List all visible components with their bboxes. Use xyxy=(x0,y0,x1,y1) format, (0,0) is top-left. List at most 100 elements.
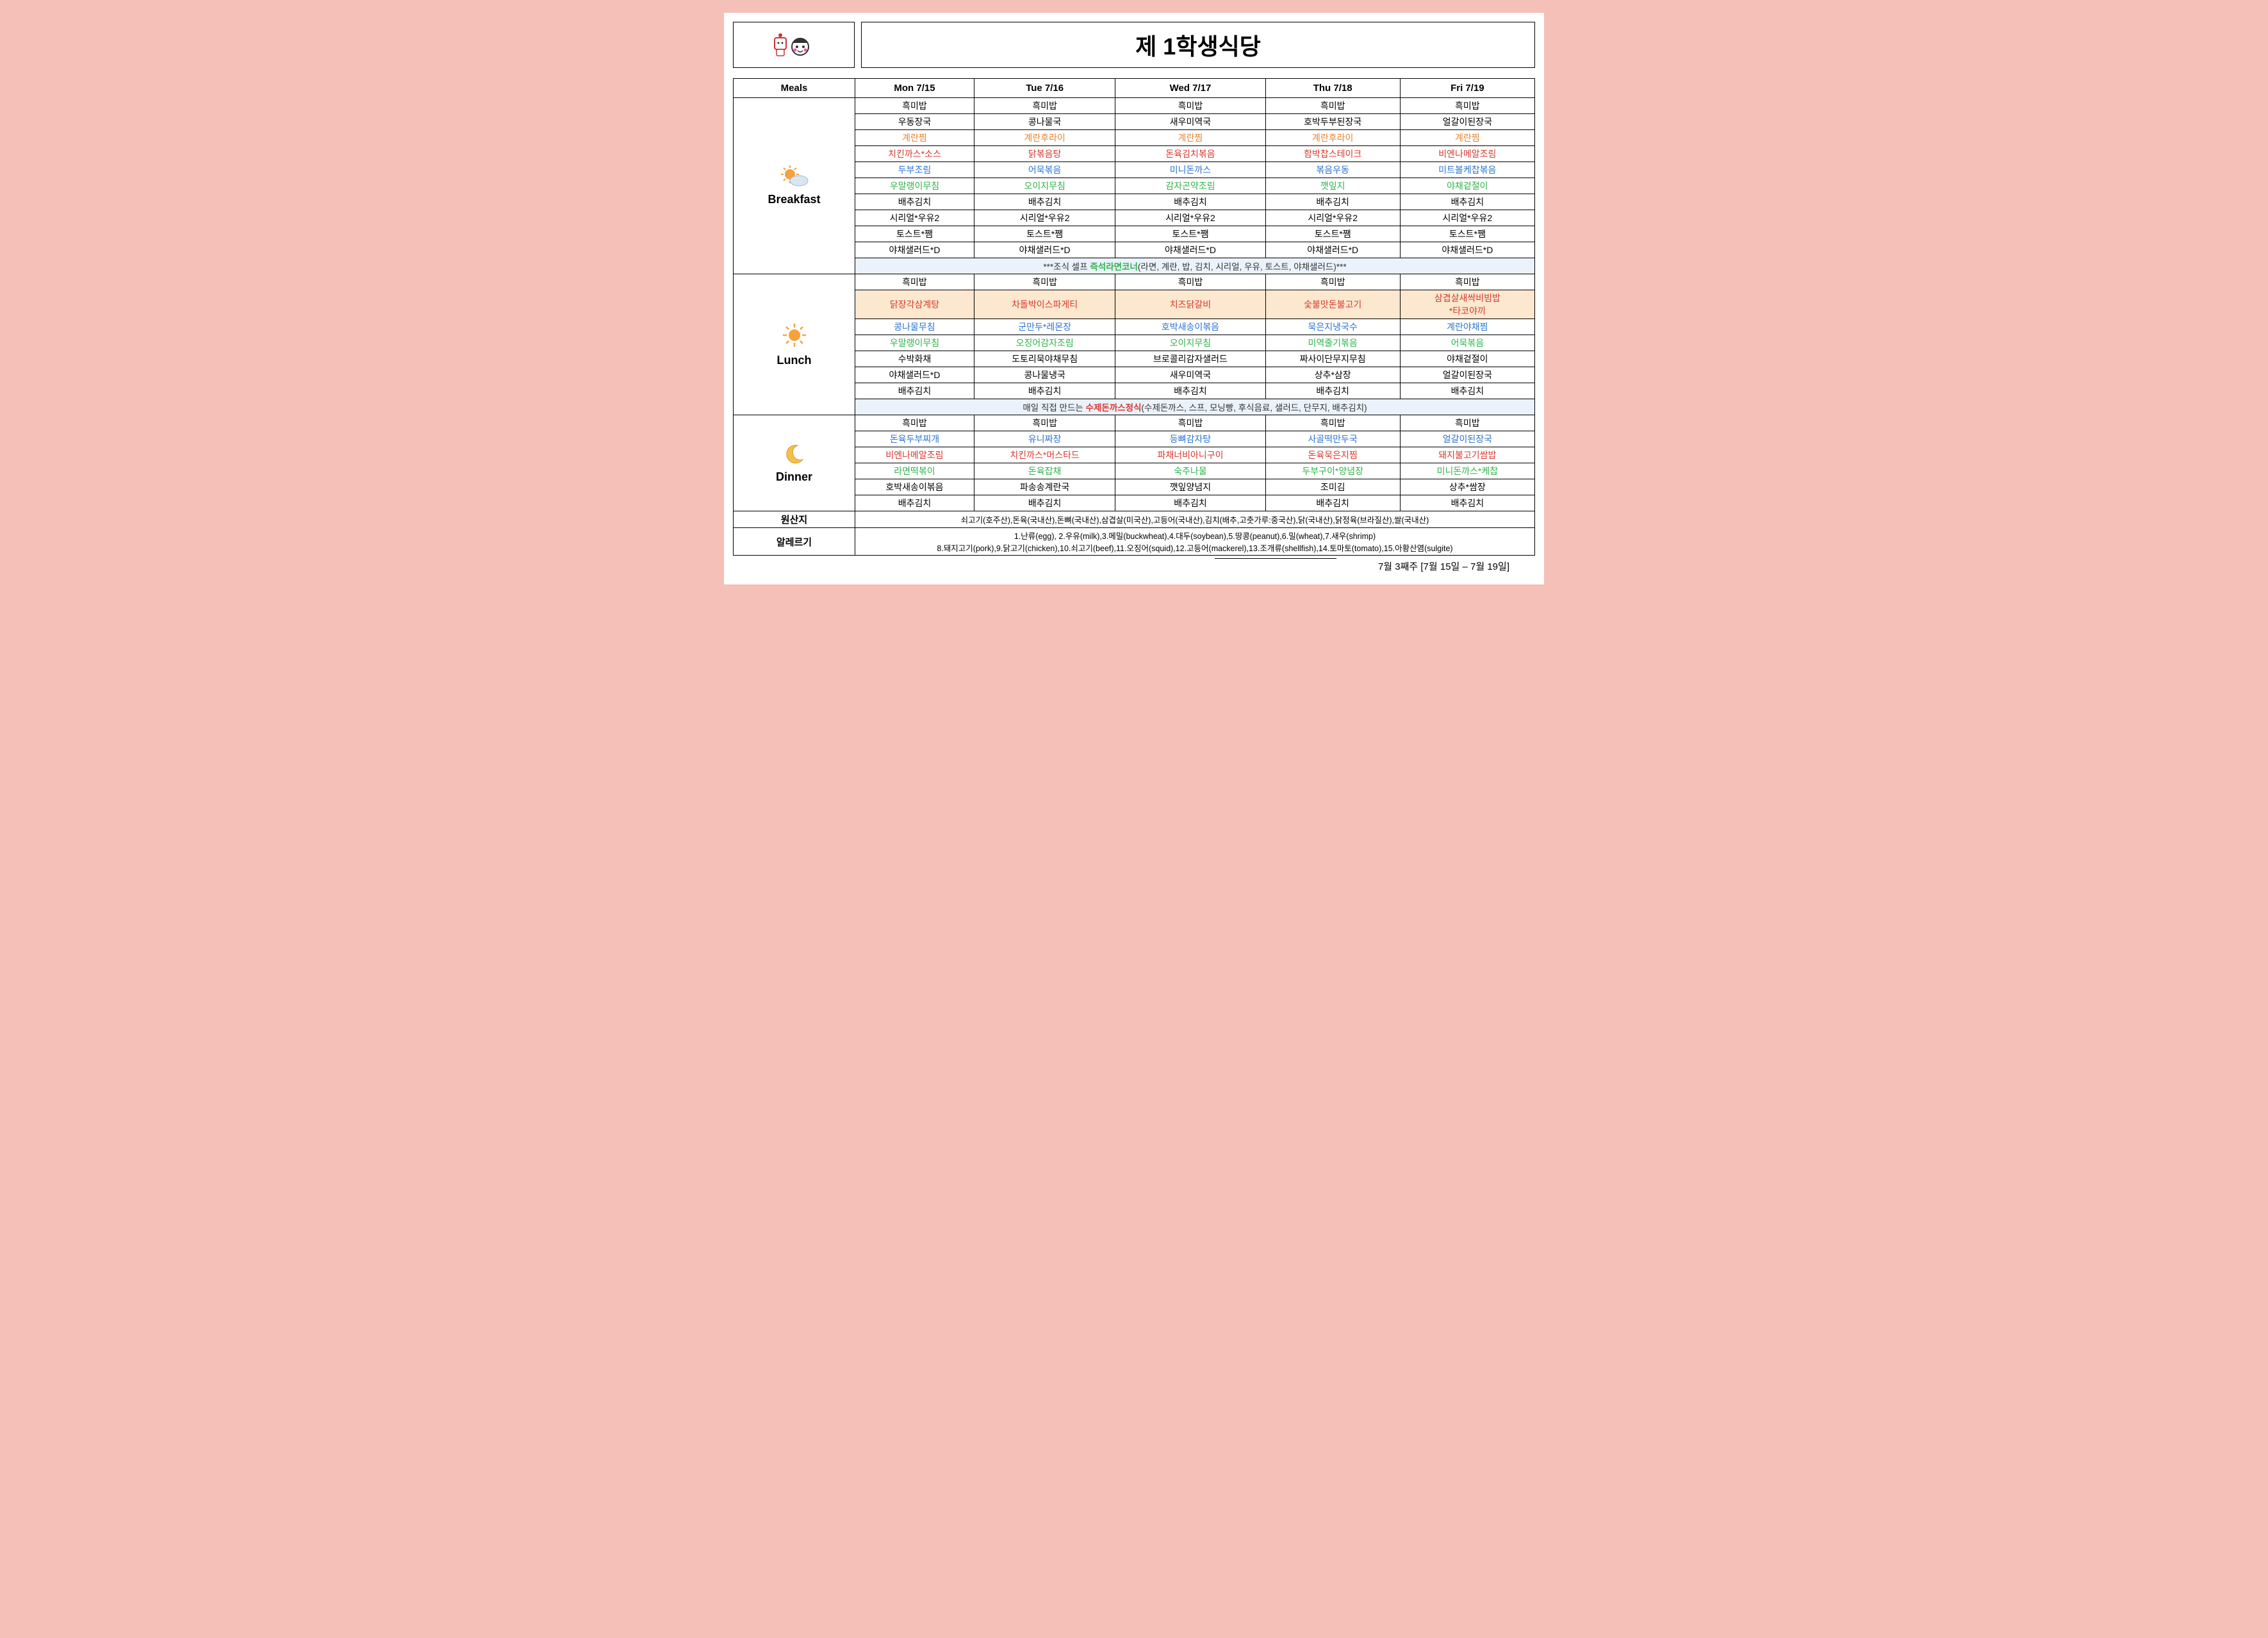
menu-item: 얼갈이된장국 xyxy=(1400,114,1534,130)
menu-item: 감자곤약조림 xyxy=(1115,178,1265,194)
menu-item: 두부조림 xyxy=(855,162,974,178)
menu-item: 토스트*쨈 xyxy=(1400,226,1534,242)
menu-item: 도토리묵야채무침 xyxy=(974,351,1115,367)
menu-item: 시리얼*우유2 xyxy=(1400,210,1534,226)
meal-note: 매일 직접 만드는 수제돈까스정식(수제돈까스, 스프, 모닝빵, 후식음료, … xyxy=(855,399,1535,415)
menu-item: 배추김치 xyxy=(1265,194,1400,210)
page: 제 1학생식당 Meals Mon 7/15 Tue 7/16 Wed 7/17… xyxy=(724,13,1544,584)
menu-item: 흑미밥 xyxy=(974,98,1115,114)
menu-item: 시리얼*우유2 xyxy=(855,210,974,226)
menu-item: 미역줄기볶음 xyxy=(1265,335,1400,351)
menu-item: 계란후라이 xyxy=(1265,130,1400,146)
menu-item: 토스트*쨈 xyxy=(855,226,974,242)
sun-icon xyxy=(736,322,852,351)
menu-item: 콩나물무침 xyxy=(855,319,974,335)
menu-row: Breakfast흑미밥흑미밥흑미밥흑미밥흑미밥 xyxy=(734,98,1535,114)
menu-item: 우말랭이무침 xyxy=(855,178,974,194)
menu-item: 두부구이*양념장 xyxy=(1265,463,1400,479)
origin-row: 원산지 쇠고기(호주산),돈육(국내산),돈뼈(국내산),삼겹살(미국산),고등… xyxy=(734,511,1535,528)
menu-item: 야채겉절이 xyxy=(1400,351,1534,367)
menu-item: 야채샐러드*D xyxy=(855,242,974,258)
col-tue: Tue 7/16 xyxy=(974,79,1115,98)
menu-item: 콩나물냉국 xyxy=(974,367,1115,383)
menu-item: 배추김치 xyxy=(974,194,1115,210)
menu-item: 흑미밥 xyxy=(1115,415,1265,431)
menu-item: 브로콜리감자샐러드 xyxy=(1115,351,1265,367)
menu-item: 흑미밥 xyxy=(1265,415,1400,431)
meal-note: ***조식 셀프 즉석라면코너(라면, 계란, 밥, 김치, 시리얼, 우유, … xyxy=(855,258,1535,274)
origin-label: 원산지 xyxy=(734,511,855,528)
menu-item: 토스트*쨈 xyxy=(974,226,1115,242)
header-row-days: Meals Mon 7/15 Tue 7/16 Wed 7/17 Thu 7/1… xyxy=(734,79,1535,98)
menu-item: 흑미밥 xyxy=(1265,274,1400,290)
menu-item: 배추김치 xyxy=(1115,194,1265,210)
menu-item: 사골떡만두국 xyxy=(1265,431,1400,447)
menu-item: 계란찜 xyxy=(1115,130,1265,146)
menu-item: 상추*삼장 xyxy=(1265,367,1400,383)
menu-item: 오이지무침 xyxy=(974,178,1115,194)
menu-row: Dinner흑미밥흑미밥흑미밥흑미밥흑미밥 xyxy=(734,415,1535,431)
menu-item: 야채샐러드*D xyxy=(1115,242,1265,258)
menu-row: Lunch흑미밥흑미밥흑미밥흑미밥흑미밥 xyxy=(734,274,1535,290)
meal-name: Dinner xyxy=(736,470,852,484)
menu-item: 라면떡볶이 xyxy=(855,463,974,479)
menu-item: 우말랭이무침 xyxy=(855,335,974,351)
menu-item: 얼갈이된장국 xyxy=(1400,367,1534,383)
moon-icon xyxy=(736,443,852,468)
menu-item: 우동장국 xyxy=(855,114,974,130)
menu-item: 흑미밥 xyxy=(1400,415,1534,431)
meal-name: Breakfast xyxy=(736,193,852,206)
menu-item: 돈육김치볶음 xyxy=(1115,146,1265,162)
menu-item: 콩나물국 xyxy=(974,114,1115,130)
menu-item: 계란야채찜 xyxy=(1400,319,1534,335)
menu-item: 흑미밥 xyxy=(855,98,974,114)
menu-item: 유니짜장 xyxy=(974,431,1115,447)
menu-item: 흑미밥 xyxy=(1400,98,1534,114)
menu-item: 치킨까스*머스타드 xyxy=(974,447,1115,463)
menu-item: 미니돈까스 xyxy=(1115,162,1265,178)
menu-item: 배추김치 xyxy=(1265,495,1400,511)
allergy-row: 알레르기 1.난류(egg), 2.우유(milk),3.메밀(buckwhea… xyxy=(734,528,1535,556)
menu-item: 차돌박이스파게티 xyxy=(974,290,1115,319)
menu-item: 삼겹살새싹비빔밥*타코야끼 xyxy=(1400,290,1534,319)
menu-item: 시리얼*우유2 xyxy=(1265,210,1400,226)
menu-item: 야채겉절이 xyxy=(1400,178,1534,194)
menu-item: 조미김 xyxy=(1265,479,1400,495)
col-meals: Meals xyxy=(734,79,855,98)
col-mon: Mon 7/15 xyxy=(855,79,974,98)
col-thu: Thu 7/18 xyxy=(1265,79,1400,98)
menu-item: 시리얼*우유2 xyxy=(974,210,1115,226)
col-fri: Fri 7/19 xyxy=(1400,79,1534,98)
meal-label-lunch: Lunch xyxy=(734,274,855,415)
menu-item: 흑미밥 xyxy=(1265,98,1400,114)
logo-box xyxy=(733,22,855,68)
menu-item: 흑미밥 xyxy=(1115,98,1265,114)
menu-item: 새우미역국 xyxy=(1115,367,1265,383)
menu-item: 치킨까스*소스 xyxy=(855,146,974,162)
menu-item: 돈육두부찌개 xyxy=(855,431,974,447)
menu-item: 호박새송이볶음 xyxy=(1115,319,1265,335)
menu-item: 묵은지냉국수 xyxy=(1265,319,1400,335)
menu-item: 파채너비아니구이 xyxy=(1115,447,1265,463)
menu-item: 야채샐러드*D xyxy=(974,242,1115,258)
header-row: 제 1학생식당 xyxy=(733,22,1535,68)
menu-item: 시리얼*우유2 xyxy=(1115,210,1265,226)
menu-item: 배추김치 xyxy=(1115,495,1265,511)
menu-item: 호박두부된장국 xyxy=(1265,114,1400,130)
menu-item: 배추김치 xyxy=(974,495,1115,511)
menu-item: 배추김치 xyxy=(855,383,974,399)
menu-item: 계란찜 xyxy=(1400,130,1534,146)
menu-item: 흑미밥 xyxy=(1400,274,1534,290)
menu-item: 오징어감자조림 xyxy=(974,335,1115,351)
menu-item: 파송송계란국 xyxy=(974,479,1115,495)
menu-item: 어묵볶음 xyxy=(1400,335,1534,351)
menu-item: 돼지불고기쌈밥 xyxy=(1400,447,1534,463)
menu-item: 흑미밥 xyxy=(855,415,974,431)
allergy-text: 1.난류(egg), 2.우유(milk),3.메밀(buckwheat),4.… xyxy=(855,528,1535,556)
menu-item: 야채샐러드*D xyxy=(1400,242,1534,258)
menu-item: 야채샐러드*D xyxy=(855,367,974,383)
menu-item: 치즈닭갈비 xyxy=(1115,290,1265,319)
meal-name: Lunch xyxy=(736,354,852,367)
menu-item: 숙주나물 xyxy=(1115,463,1265,479)
menu-table: Meals Mon 7/15 Tue 7/16 Wed 7/17 Thu 7/1… xyxy=(733,78,1535,556)
